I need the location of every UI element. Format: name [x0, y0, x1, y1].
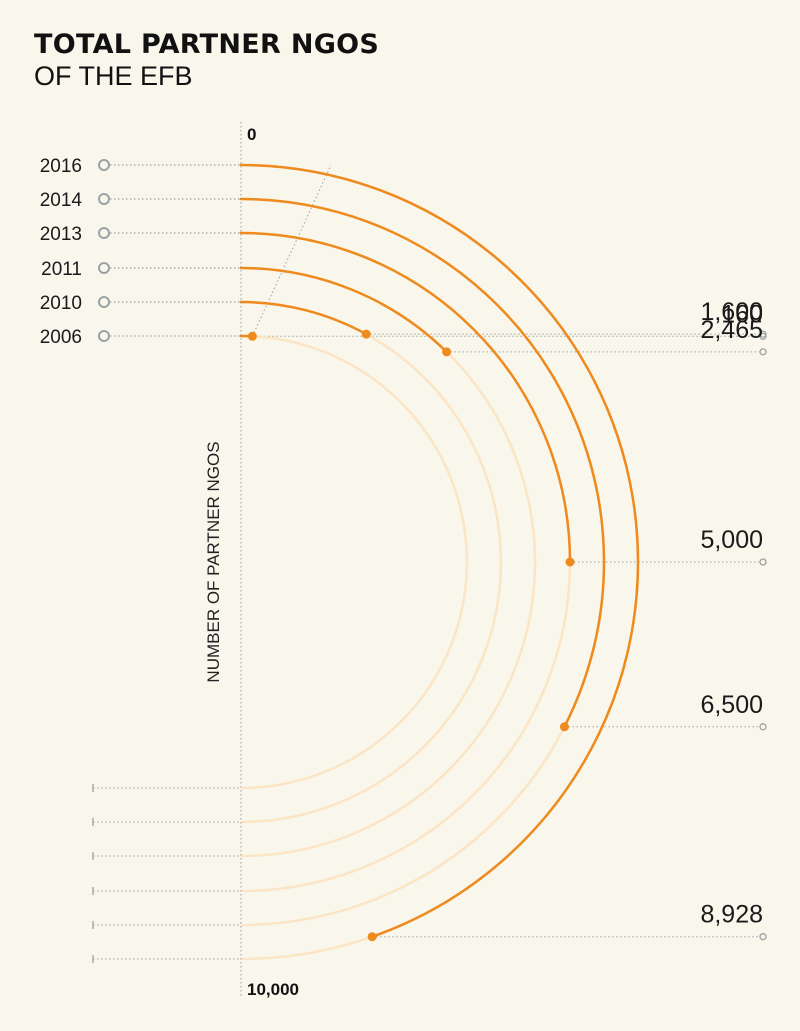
value-leader-circle	[759, 723, 767, 731]
value-label: 6,500	[700, 691, 763, 719]
value-marker	[565, 557, 575, 567]
value-label: 1,600	[700, 298, 763, 326]
value-marker	[442, 347, 452, 357]
year-label: 2013	[40, 224, 82, 245]
markers-layer	[247, 329, 575, 942]
year-label: 2006	[40, 327, 82, 348]
value-marker	[361, 329, 371, 339]
year-label: 2014	[40, 190, 83, 211]
axis-min-label: 0	[247, 125, 256, 144]
year-marker-circle	[98, 330, 110, 342]
year-marker-circle	[98, 193, 110, 205]
value-arc	[239, 300, 368, 336]
value-leader-circle	[759, 933, 767, 941]
arc-track	[240, 334, 469, 790]
min-value-connector	[251, 164, 332, 337]
value-marker	[367, 932, 377, 942]
year-label: 2010	[40, 293, 82, 314]
value-arc	[239, 266, 448, 354]
value-marker	[559, 722, 569, 732]
value-leader-circle	[759, 330, 767, 338]
value-arc	[239, 231, 572, 564]
arc-track	[240, 266, 537, 858]
chart-title: TOTAL PARTNER NGOS	[34, 29, 380, 60]
year-label: 2016	[40, 156, 82, 177]
value-leader-circle	[759, 558, 767, 566]
value-leader-circle	[759, 332, 767, 340]
value-leader-circle	[759, 348, 767, 356]
value-arc	[239, 197, 606, 729]
arc-track	[240, 300, 503, 824]
value-label: 8,928	[700, 901, 763, 929]
year-marker-circle	[98, 159, 110, 171]
year-marker-circle	[98, 227, 110, 239]
year-marker-circle	[98, 296, 110, 308]
value-label: 2,465	[700, 316, 763, 344]
value-marker	[247, 331, 257, 341]
year-label: 2011	[41, 259, 82, 280]
value-label: 160	[721, 300, 763, 328]
leader-lines-layer	[92, 159, 767, 963]
value-arcs-layer	[239, 163, 640, 938]
title-block: TOTAL PARTNER NGOS OF THE EFB	[34, 30, 379, 92]
labels-layer: 2016 8,928 2014 6,500 2013 5,000 2011 2,465 2010…	[40, 156, 763, 929]
chart-subtitle: OF THE EFB	[34, 61, 193, 91]
year-marker-circle	[98, 262, 110, 274]
value-arc	[239, 163, 640, 938]
axis-title: NUMBER OF PARTNER NGOS	[204, 441, 223, 682]
axis-max-label: 10,000	[247, 980, 299, 999]
value-label: 5,000	[700, 526, 763, 554]
